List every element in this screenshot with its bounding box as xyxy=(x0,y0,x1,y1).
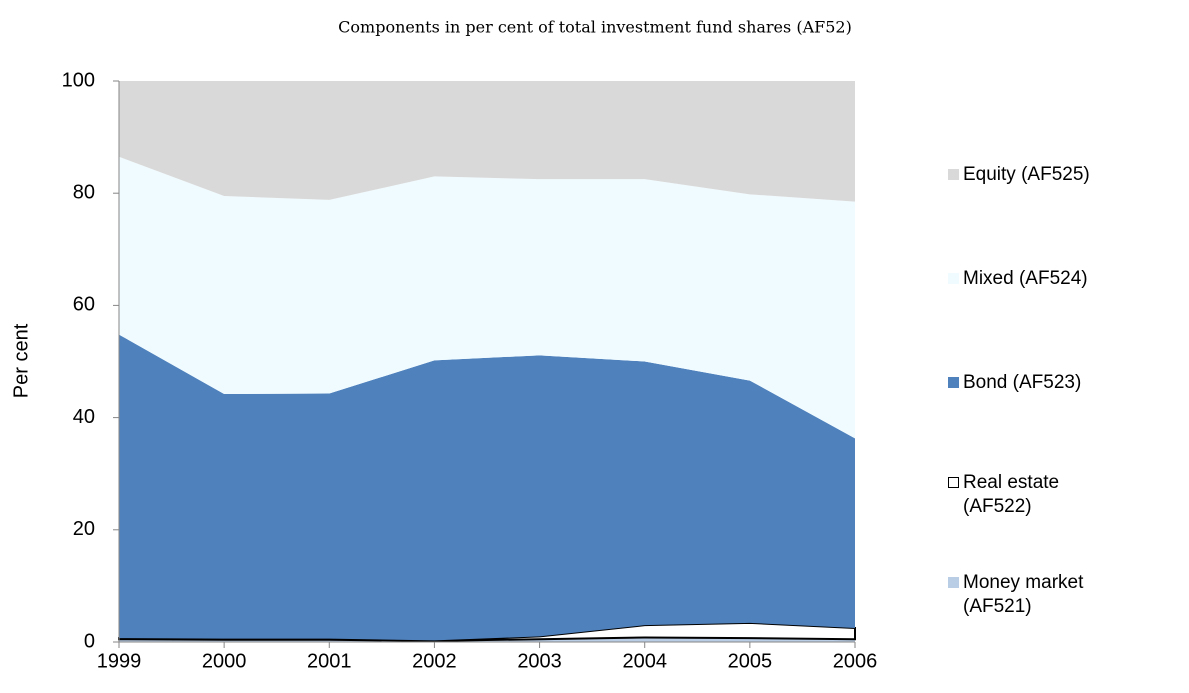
legend-item: Real estate (AF522) xyxy=(948,471,1188,519)
legend-label: Bond (AF523) xyxy=(963,372,1082,393)
x-tick-label: 2001 xyxy=(307,650,352,672)
area xyxy=(119,81,855,202)
legend-swatch xyxy=(948,273,959,284)
legend-item: Mixed (AF524) xyxy=(948,267,1188,291)
legend-item: Bond (AF523) xyxy=(948,371,1188,395)
y-axis-label: Per cent xyxy=(10,323,32,398)
legend-label: Mixed (AF524) xyxy=(963,268,1088,289)
x-tick-label: 2006 xyxy=(833,650,878,672)
legend-swatch xyxy=(948,377,959,388)
legend-swatch xyxy=(948,169,959,180)
x-tick-label: 1999 xyxy=(97,650,142,672)
legend-item: Equity (AF525) xyxy=(948,163,1188,187)
y-tick-label: 20 xyxy=(73,518,95,540)
chart-title: Components in per cent of total investme… xyxy=(338,18,852,37)
area xyxy=(119,156,855,439)
y-tick-label: 100 xyxy=(62,69,95,91)
legend-swatch xyxy=(948,477,959,488)
legend-swatch xyxy=(948,577,959,588)
x-tick-label: 2005 xyxy=(728,650,773,672)
y-tick-label: 40 xyxy=(73,406,95,428)
legend-item: Money market (AF521) xyxy=(948,571,1188,619)
x-tick-label: 2004 xyxy=(622,650,667,672)
legend-label: Money market (AF521) xyxy=(963,572,1084,617)
x-tick-label: 2003 xyxy=(517,650,562,672)
legend-label: Equity (AF525) xyxy=(963,164,1090,185)
x-tick-label: 2000 xyxy=(202,650,247,672)
y-tick-label: 60 xyxy=(73,294,95,316)
area xyxy=(119,334,855,641)
legend-label: Real estate (AF522) xyxy=(963,472,1060,517)
x-tick-label: 2002 xyxy=(412,650,457,672)
y-tick-label: 80 xyxy=(73,181,95,203)
y-tick-label: 0 xyxy=(84,630,95,652)
